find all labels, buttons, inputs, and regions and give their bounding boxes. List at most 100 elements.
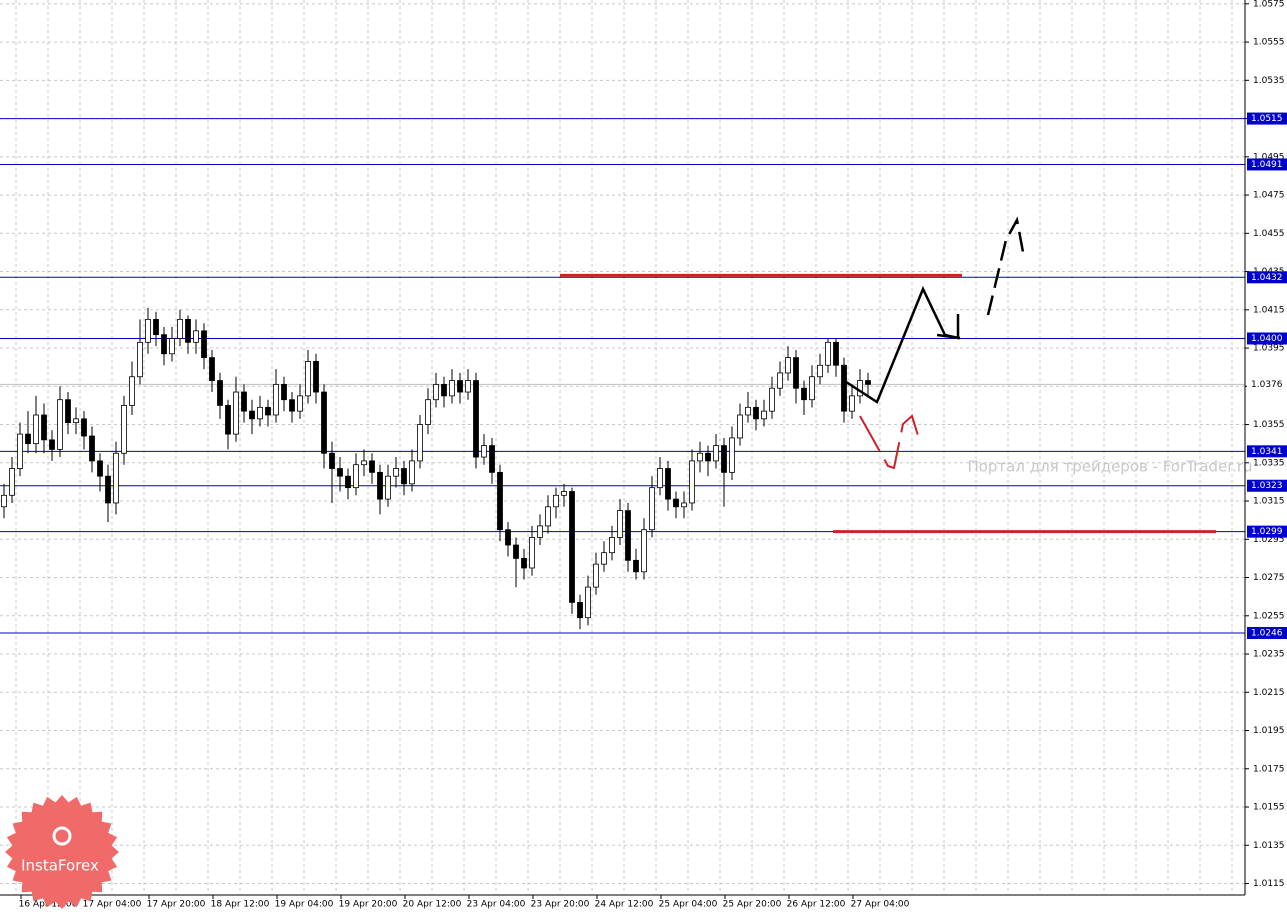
candle-body <box>153 318 159 336</box>
y-tick-label: 1.0415 <box>1253 305 1285 315</box>
y-tick-label: 1.0195 <box>1253 726 1285 736</box>
candle-body <box>201 330 207 359</box>
candle-body <box>225 405 231 435</box>
y-tick-label: 1.0215 <box>1253 688 1285 698</box>
x-tick-label: 20 Apr 12:00 <box>403 900 462 910</box>
logo-icon <box>52 826 72 846</box>
candle-body <box>49 439 55 450</box>
candle-body <box>185 318 191 343</box>
forecast-arrow-head <box>936 333 961 340</box>
candle-body <box>249 410 255 420</box>
x-tick-label: 19 Apr 20:00 <box>339 900 398 910</box>
candle-body <box>537 525 543 538</box>
x-tick-label: 19 Apr 04:00 <box>275 900 334 910</box>
candle-body <box>809 376 815 401</box>
candle-body <box>705 452 711 462</box>
background-layer <box>0 0 1245 895</box>
x-tick-label: 18 Apr 12:00 <box>211 900 270 910</box>
level-label: 1.0246 <box>1251 629 1283 639</box>
candle-body <box>753 406 759 420</box>
y-tick-label: 1.0355 <box>1253 420 1285 430</box>
candle-body <box>441 383 447 397</box>
y-tick-label: 1.0335 <box>1253 458 1285 468</box>
candle-body <box>57 399 63 450</box>
candle-body <box>585 586 591 619</box>
candle-body <box>369 460 375 473</box>
candle-body <box>289 399 295 412</box>
candle-body <box>89 435 95 462</box>
x-tick-label: 17 Apr 20:00 <box>147 900 206 910</box>
candle-body <box>849 395 855 412</box>
candle-body <box>497 471 503 531</box>
candle-body <box>825 341 831 366</box>
y-tick-label: 1.0495 <box>1253 152 1285 162</box>
candle-body <box>681 502 687 508</box>
y-tick-label: 1.0555 <box>1253 38 1285 48</box>
candle-body <box>265 406 271 416</box>
level-label: 1.0515 <box>1251 114 1283 124</box>
candle-body <box>457 380 463 393</box>
candle-body <box>481 445 487 458</box>
forecast-arrow <box>842 285 960 404</box>
candle-body <box>529 536 535 569</box>
y-tick-label: 1.0255 <box>1253 611 1285 621</box>
candle-body <box>33 414 39 445</box>
candle-body <box>665 468 671 500</box>
candle-body <box>177 318 183 339</box>
candle-body <box>25 433 31 445</box>
candle-body <box>129 376 135 406</box>
level-label-box <box>1247 627 1287 640</box>
candle-body <box>121 405 127 454</box>
level-label-box <box>1247 271 1287 284</box>
x-tick-label: 23 Apr 04:00 <box>467 900 526 910</box>
candle-body <box>401 468 407 485</box>
level-label-box <box>1247 112 1287 125</box>
candle-body <box>553 494 559 508</box>
candle-body <box>569 491 575 603</box>
logo-text: InstaForex <box>21 857 99 875</box>
candle-body <box>745 406 751 416</box>
candle-body <box>617 510 623 538</box>
candle-body <box>689 460 695 504</box>
candle-body <box>1 494 7 508</box>
candle-body <box>865 380 871 385</box>
x-tick-label: 23 Apr 20:00 <box>531 900 590 910</box>
logo-badge <box>5 795 119 909</box>
x-tick-label: 17 Apr 04:00 <box>83 900 142 910</box>
y-tick-label: 1.0575 <box>1253 0 1285 9</box>
level-label-box <box>1247 479 1287 492</box>
level-label-box <box>1247 158 1287 171</box>
candles <box>1 273 1216 630</box>
level-label: 1.0299 <box>1251 527 1283 537</box>
candle-body <box>393 468 399 477</box>
candle-body <box>169 338 175 355</box>
candle-body <box>473 380 479 458</box>
alt-forecast-arrow <box>859 414 921 470</box>
candle-body <box>41 414 47 441</box>
candle-body <box>713 445 719 462</box>
candle-body <box>105 475 111 504</box>
candle-body <box>217 380 223 406</box>
candle-body <box>97 460 103 477</box>
candle-body <box>313 361 319 393</box>
forecast-arrow-dashed <box>986 216 1025 316</box>
candle-body <box>729 437 735 473</box>
candle-body <box>785 357 791 374</box>
candle-body <box>513 544 519 559</box>
candle-body <box>721 445 727 473</box>
y-tick-label: 1.0295 <box>1253 535 1285 545</box>
candle-body <box>561 491 567 496</box>
y-tick-label: 1.0475 <box>1253 191 1285 201</box>
candle-body <box>737 414 743 439</box>
y-tick-label: 1.0315 <box>1253 497 1285 507</box>
y-tick-label: 1.0275 <box>1253 573 1285 583</box>
candle-body <box>81 418 87 437</box>
candle-body <box>465 380 471 393</box>
candle-body <box>321 391 327 454</box>
candle-body <box>777 372 783 389</box>
y-tick-label: 1.0135 <box>1253 841 1285 851</box>
candle-body <box>409 460 415 485</box>
y-tick-label: 1.0455 <box>1253 229 1285 239</box>
candle-body <box>425 399 431 425</box>
